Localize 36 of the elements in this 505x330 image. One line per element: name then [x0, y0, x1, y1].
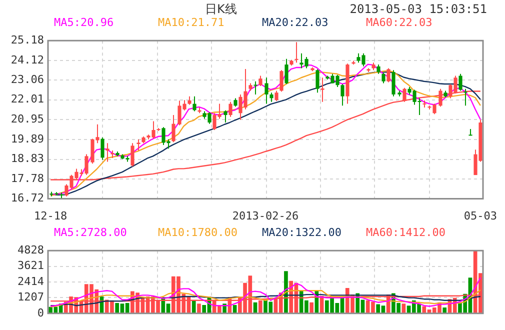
- y-tick-label: 16.72: [10, 192, 44, 205]
- candlestick: [294, 42, 298, 63]
- y-tick-label: 2414: [18, 274, 44, 288]
- text: MA60:1412.00: [366, 226, 446, 240]
- candlestick: [106, 143, 110, 162]
- candlestick: [254, 81, 258, 94]
- chart-title: 日K线: [205, 1, 237, 18]
- y-tick-label: 4828: [18, 243, 44, 256]
- y-tick-label: 24.12: [10, 53, 44, 66]
- bar: [442, 308, 447, 313]
- y-tick-label: 22.01: [10, 92, 44, 106]
- bar: [192, 300, 196, 313]
- y-tick-label: 20.95: [10, 112, 44, 126]
- text: MA60:22.03: [366, 16, 434, 30]
- text: 2013-05-03 15:03:51: [350, 2, 487, 16]
- y-tick-label: 1207: [18, 290, 44, 304]
- text: MA20:22.03: [262, 16, 330, 30]
- y-tick-label: 25.18: [10, 33, 44, 46]
- candlestick: [320, 78, 324, 102]
- y-tick-label: 23.06: [10, 73, 44, 86]
- y-tick-label: 18.83: [10, 152, 44, 166]
- text: MA20:1322.00: [262, 226, 342, 240]
- text: MA5:2728.00: [54, 226, 128, 240]
- text: MA5:20.96: [54, 16, 115, 30]
- bar: [197, 304, 201, 313]
- y-tick-label: 0: [37, 306, 44, 320]
- bar: [310, 302, 314, 313]
- x-tick-label: 2013-02-26: [232, 209, 299, 222]
- x-tick-label: 12-18: [34, 209, 68, 222]
- x-tick-label: 05-03: [464, 209, 498, 222]
- y-tick-label: 17.78: [10, 172, 44, 185]
- y-tick-label: 19.89: [10, 132, 44, 146]
- text: MA10:1780.00: [158, 226, 238, 240]
- y-tick-label: 3621: [18, 259, 44, 272]
- text: MA10:21.71: [158, 16, 226, 30]
- candlestick: [464, 88, 468, 106]
